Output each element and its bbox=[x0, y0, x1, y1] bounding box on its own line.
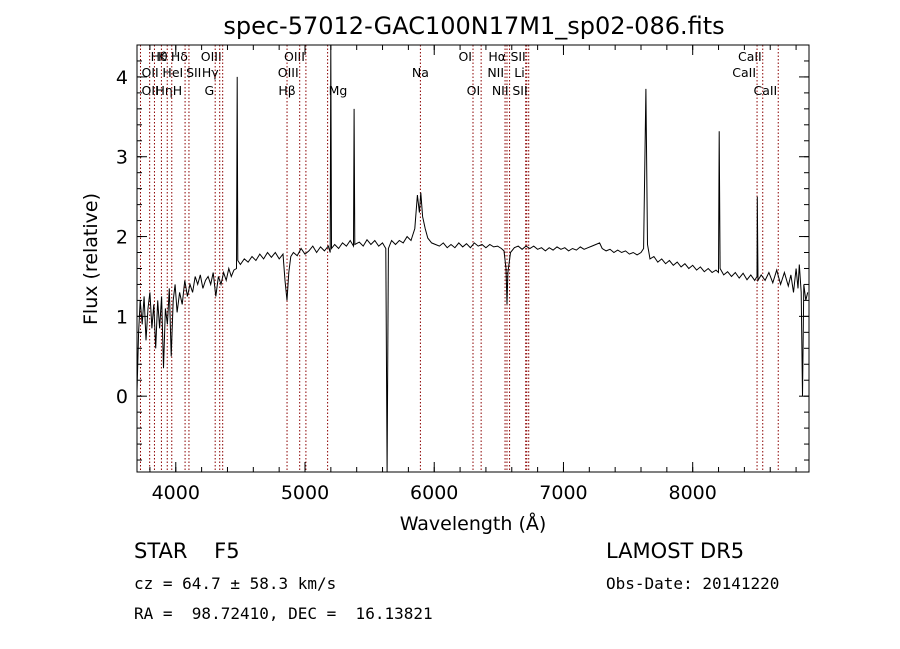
y-tick-label: 3 bbox=[116, 147, 128, 169]
y-tick-label: 2 bbox=[116, 227, 128, 249]
coordinates-label: RA = 98.72410, DEC = 16.13821 bbox=[134, 604, 433, 623]
line-label-16: Na bbox=[412, 65, 429, 80]
survey-label: LAMOST DR5 bbox=[606, 539, 745, 563]
line-label-5: HeI bbox=[162, 65, 183, 80]
object-class-label: STAR F5 bbox=[134, 539, 240, 563]
chart-title: spec-57012-GAC100N17M1_sp02-086.fits bbox=[223, 12, 724, 40]
x-axis-label: Wavelength (Å) bbox=[400, 512, 547, 535]
line-label-6: H bbox=[173, 83, 182, 98]
line-label-8: SII bbox=[186, 65, 201, 80]
x-tick-label: 4000 bbox=[152, 482, 200, 504]
line-label-12: Hβ bbox=[278, 83, 295, 98]
line-label-1: OII bbox=[141, 65, 158, 80]
line-label-26: CaII bbox=[732, 65, 756, 80]
line-label-14: OIII bbox=[278, 65, 299, 80]
line-label-11: G bbox=[204, 83, 214, 98]
line-label-21: NII bbox=[492, 83, 509, 98]
line-label-19: Hα bbox=[488, 49, 506, 64]
line-label-22: SII bbox=[510, 49, 525, 64]
line-label-3: Hη bbox=[155, 83, 172, 98]
y-tick-label: 1 bbox=[116, 306, 128, 328]
line-label-10: Hγ bbox=[202, 65, 219, 80]
x-tick-label: 6000 bbox=[410, 482, 458, 504]
y-tick-label: 4 bbox=[116, 67, 128, 89]
y-tick-label: 0 bbox=[116, 386, 128, 408]
line-label-20: NII bbox=[487, 65, 504, 80]
axes: 4000 5000 6000 7000 8000 0 1 2 3 4 bbox=[116, 44, 809, 504]
plot-content bbox=[136, 44, 809, 473]
redshift-label: cz = 64.7 ± 58.3 km/s bbox=[134, 574, 337, 593]
x-tick-label: 7000 bbox=[539, 482, 587, 504]
plot-frame bbox=[136, 44, 810, 473]
x-tick-label: 8000 bbox=[669, 482, 717, 504]
line-label-18: OI bbox=[467, 83, 481, 98]
observation-date-label: Obs-Date: 20141220 bbox=[606, 574, 780, 593]
line-label-17: OI bbox=[458, 49, 472, 64]
line-label-7: Hδ bbox=[171, 49, 188, 64]
x-tick-label: 5000 bbox=[281, 482, 329, 504]
line-label-23: Li bbox=[514, 65, 524, 80]
line-label-27: CaII bbox=[753, 83, 777, 98]
y-axis-label: Flux (relative) bbox=[80, 193, 102, 325]
line-label-25: CaII bbox=[738, 49, 762, 64]
spectrum-line bbox=[136, 44, 809, 473]
line-label-15: Mg bbox=[329, 83, 348, 98]
line-label-4: K bbox=[158, 49, 167, 64]
line-label-13: OIII bbox=[284, 49, 305, 64]
line-label-24: SII bbox=[512, 83, 527, 98]
line-label-9: OIII bbox=[201, 49, 222, 64]
